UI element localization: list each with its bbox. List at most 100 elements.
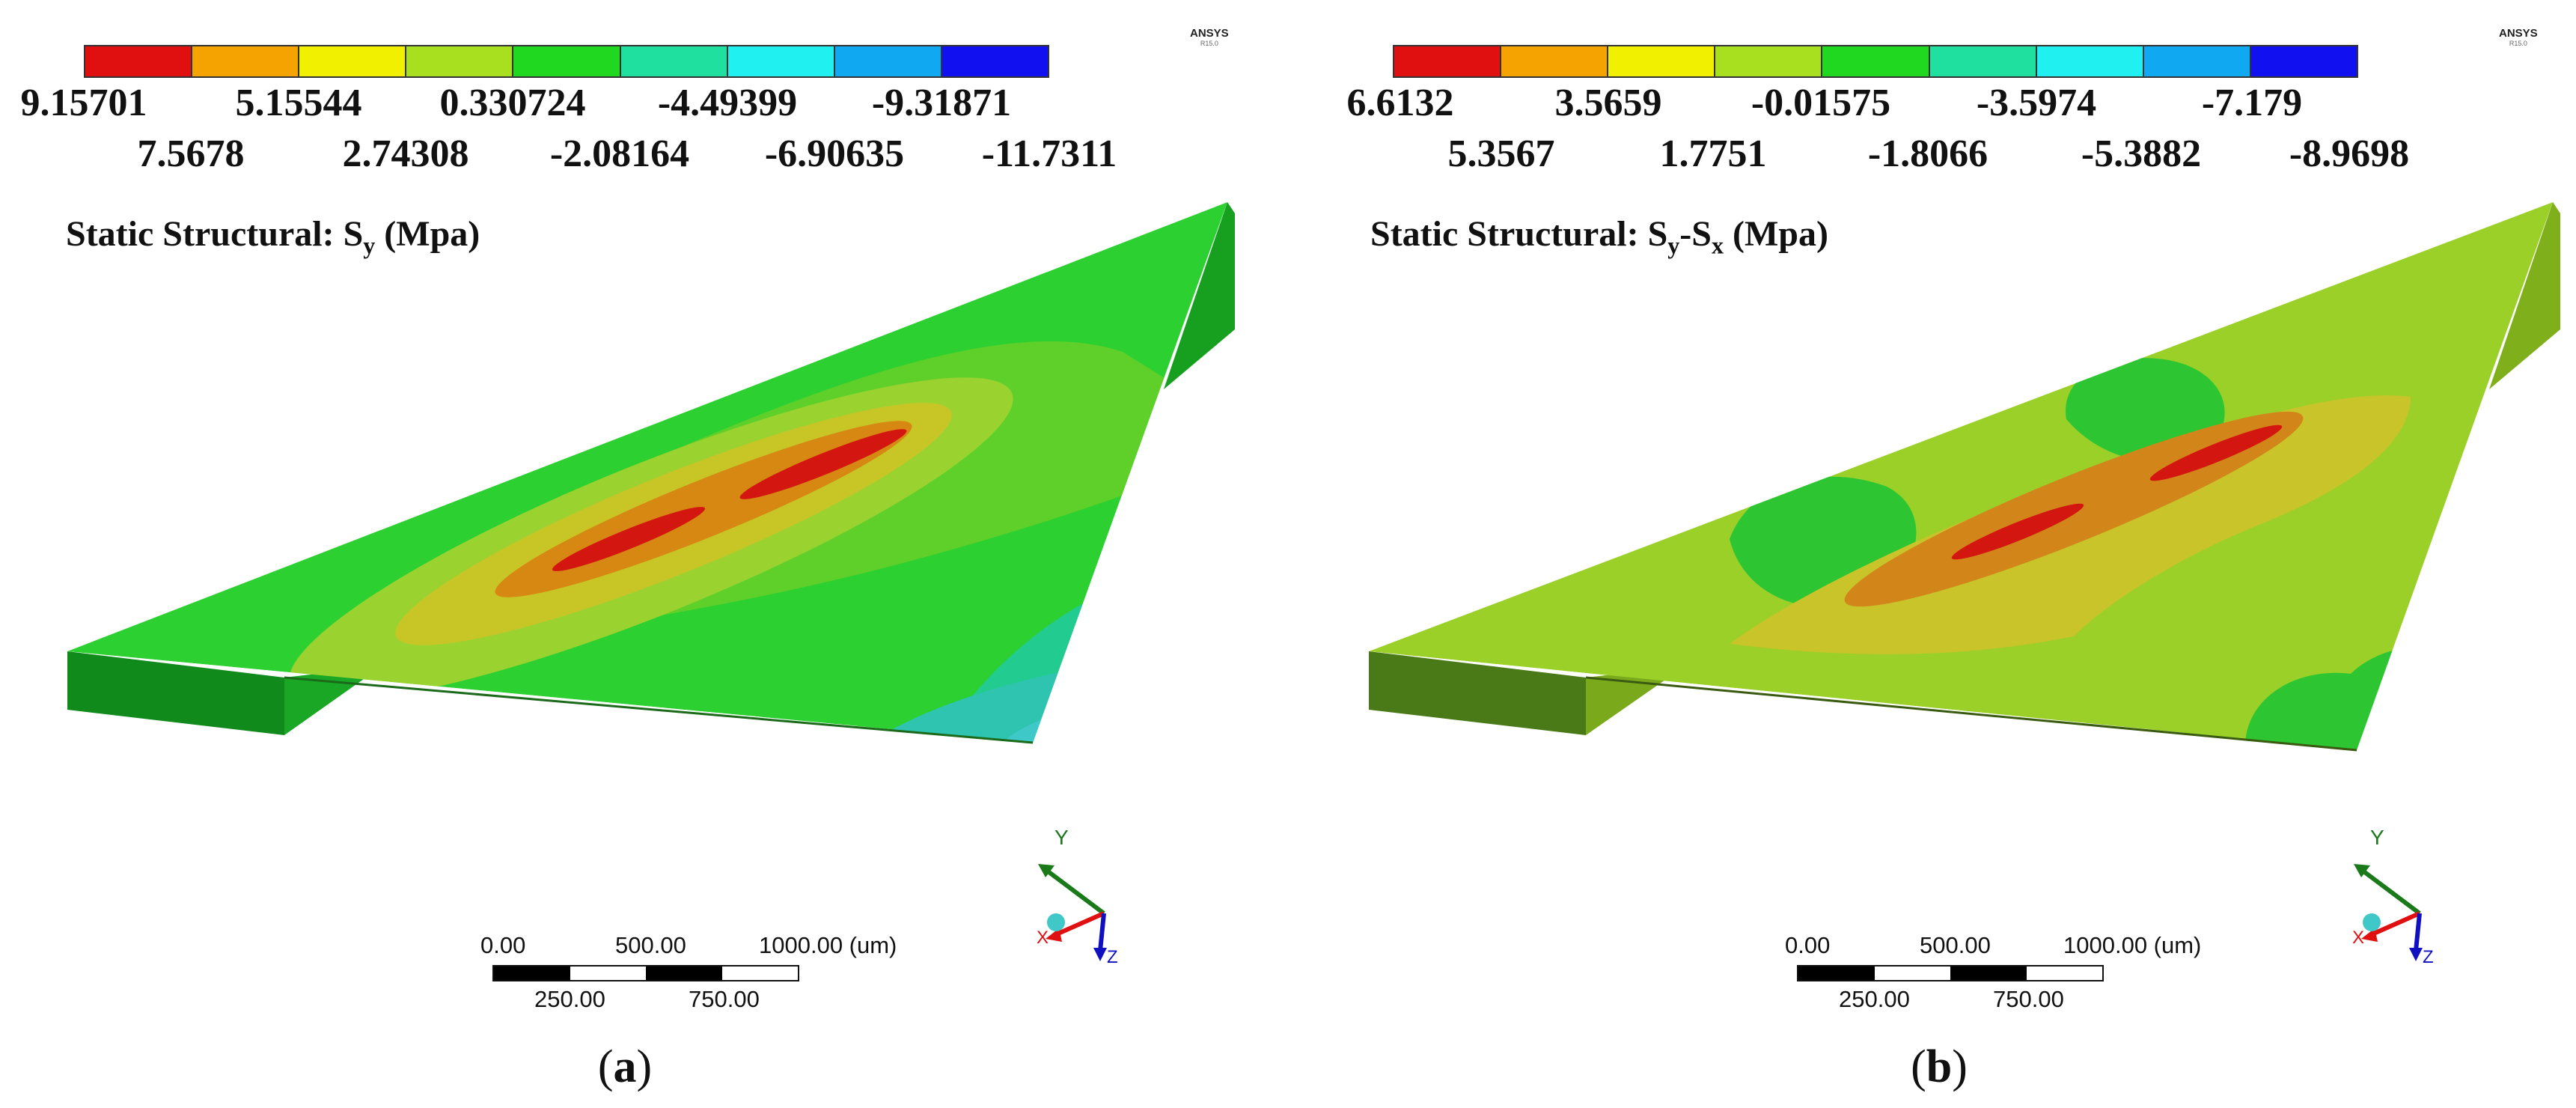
z-axis-label: Z bbox=[2423, 947, 2434, 966]
model-front-face bbox=[67, 651, 284, 735]
legend-swatch bbox=[1822, 46, 1930, 76]
scale-segment bbox=[1950, 967, 2027, 980]
scale-label: 500.00 bbox=[615, 932, 686, 958]
legend-label: -3.5974 bbox=[1976, 82, 2097, 124]
legend-swatch bbox=[1394, 46, 1502, 76]
scale-label: 1000.00 (um) bbox=[759, 932, 897, 958]
legend-swatch bbox=[834, 46, 942, 76]
z-axis-arrow bbox=[1098, 913, 1106, 952]
legend-label: 1.7751 bbox=[1659, 133, 1767, 175]
axis-triad: Y X Z bbox=[2352, 826, 2434, 966]
legend-label: 5.3567 bbox=[1447, 133, 1555, 175]
legend-label: -0.01575 bbox=[1751, 82, 1891, 124]
plot-title: Static Structural: Sy-Sx (Mpa) bbox=[1370, 214, 1828, 259]
model-edge bbox=[284, 676, 1034, 744]
scale-segment bbox=[2026, 967, 2102, 980]
triad-origin bbox=[1047, 913, 1065, 931]
panel-caption: (b) bbox=[1911, 1041, 1968, 1092]
contour-band bbox=[2149, 424, 2283, 481]
scale-segment bbox=[494, 967, 570, 980]
contour-band bbox=[552, 507, 706, 571]
scale-label: 750.00 bbox=[689, 986, 760, 1012]
legend-swatch bbox=[1608, 46, 1716, 76]
legend-label: -4.49399 bbox=[657, 82, 798, 124]
legend-swatch bbox=[85, 46, 193, 76]
legend-label: -8.9698 bbox=[2289, 133, 2410, 175]
model-edge bbox=[1585, 676, 2357, 752]
scale-segment bbox=[1798, 967, 1875, 980]
triad-origin bbox=[2363, 913, 2381, 931]
legend-swatch bbox=[620, 46, 728, 76]
legend-label: -6.90635 bbox=[764, 133, 905, 175]
legend-swatch bbox=[2143, 46, 2251, 76]
x-axis-arrow bbox=[1052, 911, 1105, 938]
legend-swatch bbox=[727, 46, 835, 76]
y-axis-arrow bbox=[1043, 866, 1105, 916]
contour-band bbox=[739, 429, 907, 499]
scale-label: 0.00 bbox=[480, 932, 526, 958]
y-axis-label: Y bbox=[2370, 826, 2384, 849]
legend-swatch bbox=[2036, 46, 2144, 76]
stress-contour-model bbox=[67, 202, 1235, 744]
scale-label: 750.00 bbox=[1993, 986, 2064, 1012]
scale-segment bbox=[721, 967, 798, 980]
legend-label: -7.179 bbox=[2201, 82, 2303, 124]
legend-label: -9.31871 bbox=[871, 82, 1012, 124]
legend-label: -11.7311 bbox=[981, 133, 1117, 175]
legend-swatch bbox=[513, 46, 621, 76]
color-legend-bar bbox=[84, 45, 1049, 78]
legend-label: 9.15701 bbox=[20, 82, 147, 124]
scale-label: 250.00 bbox=[534, 986, 605, 1012]
scale-segment bbox=[570, 967, 646, 980]
legend-label: -1.8066 bbox=[1867, 133, 1989, 175]
model-front-face bbox=[1369, 651, 1586, 735]
x-axis-arrowhead bbox=[1046, 928, 1062, 942]
legend-swatch bbox=[1501, 46, 1609, 76]
panel-caption: (a) bbox=[597, 1041, 653, 1092]
panel-a: 9.15701 5.15544 0.330724 -4.49399 -9.318… bbox=[20, 27, 1235, 1092]
panel-b: 6.6132 3.5659 -0.01575 -3.5974 -7.179 5.… bbox=[1288, 0, 2576, 1108]
legend-label: -2.08164 bbox=[549, 133, 690, 175]
x-axis-label: X bbox=[1037, 928, 1049, 948]
axis-triad: Y X Z bbox=[1037, 826, 1118, 966]
legend-swatch bbox=[1929, 46, 2037, 76]
plot-title: Static Structural: Sy (Mpa) bbox=[66, 214, 480, 259]
legend-swatch bbox=[299, 46, 407, 76]
legend-label: -5.3882 bbox=[2081, 133, 2202, 175]
x-axis-label: X bbox=[2352, 928, 2364, 948]
y-axis-arrowhead bbox=[2354, 864, 2370, 877]
scale-segment bbox=[1874, 967, 1950, 980]
y-axis-arrowhead bbox=[1038, 864, 1054, 877]
legend-label: 3.5659 bbox=[1554, 82, 1662, 124]
legend-label: 6.6132 bbox=[1346, 82, 1454, 124]
scale-label: 500.00 bbox=[1920, 932, 1991, 958]
scale-ruler bbox=[492, 965, 799, 981]
legend-swatch bbox=[941, 46, 1048, 76]
legend-label: 2.74308 bbox=[342, 133, 469, 175]
legend-swatch bbox=[2250, 46, 2357, 76]
legend-label: 0.330724 bbox=[439, 82, 586, 124]
x-axis-arrow bbox=[2367, 911, 2421, 938]
y-axis-arrow bbox=[2358, 866, 2421, 916]
x-axis-arrowhead bbox=[2361, 928, 2378, 942]
model-right-face bbox=[2489, 202, 2560, 389]
ansys-logo: ANSYS R15.0 bbox=[2499, 27, 2538, 47]
contour-band bbox=[1951, 503, 2084, 560]
legend-swatch bbox=[1715, 46, 1823, 76]
scale-label: 0.00 bbox=[1785, 932, 1831, 958]
scale-label: 250.00 bbox=[1839, 986, 1910, 1012]
scale-bar: 0.00 500.00 1000.00 (um) 250.00 750.00 bbox=[1785, 932, 2201, 1012]
legend-swatch bbox=[192, 46, 300, 76]
scale-ruler bbox=[1797, 965, 2104, 981]
z-axis-arrowhead bbox=[2409, 948, 2423, 961]
scale-bar: 0.00 500.00 1000.00 (um) 250.00 750.00 bbox=[480, 932, 897, 1012]
color-legend-bar bbox=[1393, 45, 2358, 78]
z-axis-arrowhead bbox=[1093, 948, 1107, 961]
model-right-face bbox=[1164, 202, 1235, 389]
z-axis-label: Z bbox=[1107, 947, 1118, 966]
legend-label: 5.15544 bbox=[235, 82, 362, 124]
scale-segment bbox=[646, 967, 722, 980]
ansys-logo: ANSYS R15.0 bbox=[1190, 27, 1229, 47]
y-axis-label: Y bbox=[1054, 826, 1069, 849]
model-top-surface bbox=[1369, 202, 2553, 750]
